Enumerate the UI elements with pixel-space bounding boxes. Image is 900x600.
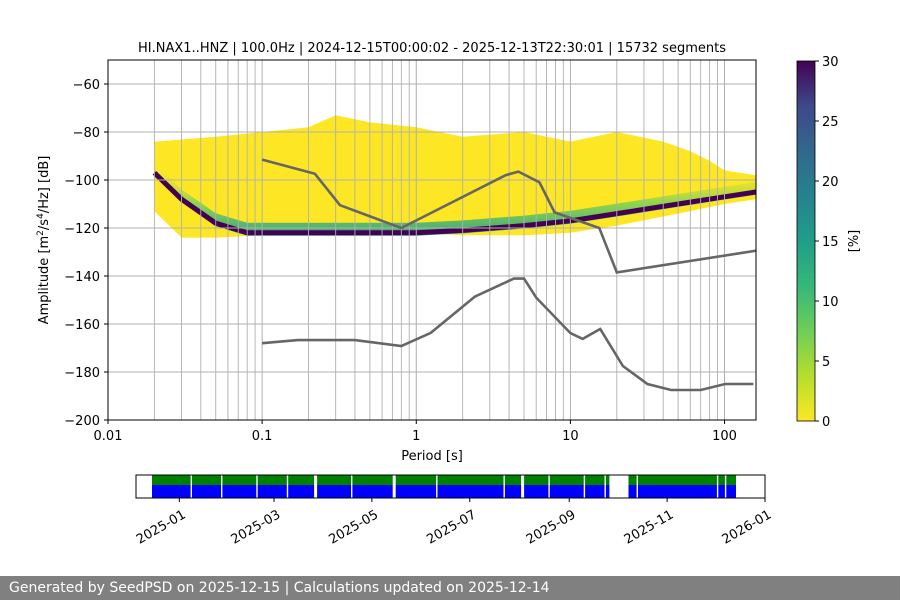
x-tick-label: 0.1: [252, 429, 273, 444]
footer-bar: Generated by SeedPSD on 2025-12-15 | Cal…: [0, 576, 900, 600]
timeline-tick-label: 2026-01: [720, 507, 775, 547]
data-gap: [221, 475, 223, 498]
data-gap: [583, 475, 586, 498]
chart-title: HI.NAX1..HNZ | 100.0Hz | 2024-12-15T00:0…: [138, 41, 726, 56]
y-axis-label-sup: 2: [36, 230, 46, 236]
data-gap: [604, 475, 606, 498]
data-gap: [503, 475, 505, 498]
timeline-tick-label: 2025-11: [622, 507, 677, 547]
timeline-tick-label: 2025-01: [134, 507, 189, 547]
y-tick-label: −120: [64, 222, 100, 237]
x-tick-label: 1: [412, 429, 420, 444]
noise-model-layer: [261, 158, 756, 392]
plot-grid: [108, 60, 756, 420]
data-gap: [436, 475, 438, 498]
colorbar-tick-label: 30: [822, 55, 839, 70]
x-axis-ticks: 0.01 0.1 1 10 100: [94, 420, 737, 444]
high-noise-model-line: [261, 158, 756, 274]
colorbar-tick-label: 5: [822, 355, 830, 370]
colorbar-tick-label: 15: [822, 235, 839, 250]
y-tick-label: −140: [64, 270, 100, 285]
y-tick-label: −160: [64, 318, 100, 333]
timeline-frame: [135, 474, 766, 499]
colorbar: [796, 60, 816, 422]
y-axis-label-part: Amplitude [m: [37, 236, 52, 325]
data-gap: [521, 475, 525, 498]
seedpsd-figure: HI.NAX1..HNZ | 100.0Hz | 2024-12-15T00:0…: [36, 41, 862, 548]
x-tick-label: 0.01: [94, 429, 123, 444]
y-axis-label: Amplitude [m2/s4/Hz] [dB]: [36, 156, 52, 325]
low-noise-model-line: [261, 277, 754, 392]
y-tick-label: −200: [64, 414, 100, 429]
colorbar-tick-label: 20: [822, 175, 839, 190]
data-gap: [716, 475, 719, 498]
y-axis-ticks: −200 −180 −160 −140 −120 −100 −80 −60: [64, 78, 108, 429]
data-gap: [609, 475, 629, 498]
timeline-ticks: 2025-01 2025-03 2025-05 2025-07 2025-09 2025-…: [134, 498, 774, 548]
timeline-tick-label: 2025-03: [229, 507, 284, 547]
data-gaps: [190, 475, 727, 498]
data-availability-bar: [152, 475, 736, 485]
x-tick-label: 10: [562, 429, 579, 444]
timeline-tick-label: 2025-05: [327, 507, 382, 547]
psd-heatmap: [152, 115, 756, 238]
colorbar-tick-label: 0: [822, 415, 830, 430]
data-gap: [548, 475, 550, 498]
colorbar-label: [%]: [847, 230, 862, 253]
x-axis-label: Period [s]: [401, 449, 463, 464]
data-gap: [190, 475, 192, 498]
footer-text: Generated by SeedPSD on 2025-12-15 | Cal…: [9, 580, 550, 596]
y-axis-label-part: /Hz] [dB]: [37, 156, 52, 214]
data-gap: [724, 475, 727, 498]
colorbar-tick-label: 10: [822, 295, 839, 310]
y-tick-label: −100: [64, 174, 100, 189]
data-gap: [256, 475, 258, 498]
y-tick-label: −180: [64, 366, 100, 381]
y-tick-label: −80: [73, 126, 100, 141]
y-axis-label-sup: 4: [36, 213, 46, 219]
psd-probability-area: [154, 115, 756, 238]
data-gap: [286, 475, 289, 498]
colorbar-tick-label: 25: [822, 115, 839, 130]
x-tick-label: 100: [712, 429, 737, 444]
colorbar-ticks: 0 5 10 15 20 25 30: [815, 55, 839, 430]
timeline-tick-label: 2025-07: [424, 507, 479, 547]
timeline-tick-label: 2025-09: [524, 507, 579, 547]
data-gap: [636, 475, 638, 498]
y-axis-label-part: /s: [37, 219, 52, 230]
data-gap: [351, 475, 353, 498]
data-coverage-bar: [152, 485, 736, 498]
data-gap: [392, 475, 396, 498]
data-availability-timeline: 2025-01 2025-03 2025-05 2025-07 2025-09 2025-…: [134, 474, 774, 548]
y-tick-label: −60: [73, 78, 100, 93]
plot-frame: [107, 59, 757, 421]
data-gap: [314, 475, 318, 498]
